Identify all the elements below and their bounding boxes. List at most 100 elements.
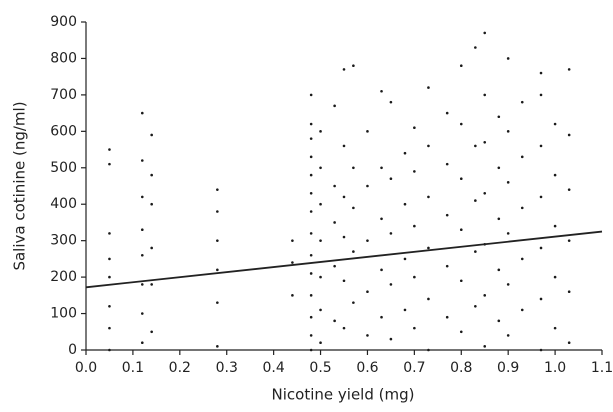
y-tick-label: 700 [50, 87, 77, 103]
point [459, 228, 463, 232]
point [427, 246, 430, 250]
point [140, 111, 144, 115]
point [352, 166, 355, 170]
point [553, 173, 557, 177]
point [506, 57, 510, 60]
point [427, 348, 430, 352]
point [108, 148, 111, 151]
point [342, 326, 346, 330]
point [445, 264, 449, 268]
point [352, 250, 355, 253]
point [539, 348, 543, 352]
point [567, 239, 571, 242]
point [497, 319, 501, 323]
point [520, 155, 524, 159]
point [389, 177, 393, 181]
y-tick-label: 500 [50, 160, 77, 176]
point [352, 206, 355, 210]
point [309, 93, 313, 97]
point [342, 68, 346, 71]
point [474, 199, 477, 202]
point [309, 272, 313, 275]
point [539, 71, 543, 75]
point [553, 122, 557, 126]
point [150, 283, 153, 286]
point [216, 301, 219, 304]
y-tick-label: 200 [50, 269, 77, 285]
point [216, 268, 219, 272]
point [309, 122, 313, 126]
point [520, 257, 524, 261]
point [319, 308, 322, 312]
x-tick-label: 0.6 [356, 360, 378, 376]
point [474, 144, 477, 148]
point [150, 133, 153, 137]
point [342, 235, 346, 239]
point [474, 250, 477, 253]
point [427, 297, 430, 301]
point [216, 188, 219, 191]
point [309, 173, 313, 177]
point [333, 319, 336, 323]
point [539, 93, 543, 97]
point [506, 283, 510, 286]
point [567, 133, 571, 137]
point [150, 202, 153, 206]
point [539, 246, 543, 250]
point [140, 283, 144, 286]
point [291, 261, 294, 264]
point [140, 159, 144, 162]
point [366, 290, 369, 293]
point [403, 308, 407, 312]
x-tick-label: 0.9 [497, 360, 519, 376]
point [108, 257, 111, 261]
point [108, 232, 111, 235]
point [319, 202, 322, 206]
point [319, 166, 322, 170]
y-tick-label: 100 [50, 306, 77, 322]
point [108, 162, 111, 166]
point [459, 177, 463, 181]
point [389, 232, 393, 235]
point [506, 130, 510, 133]
point [342, 279, 346, 283]
point [474, 304, 477, 308]
point [483, 294, 487, 297]
point [380, 166, 383, 170]
point [459, 330, 463, 334]
point [459, 122, 463, 126]
point [366, 130, 369, 133]
point [216, 210, 219, 213]
point [539, 144, 543, 148]
point [291, 239, 294, 242]
point [319, 341, 322, 345]
point [403, 202, 407, 206]
point [483, 31, 487, 35]
y-tick-label: 400 [50, 196, 77, 212]
point [140, 195, 144, 199]
point [309, 294, 313, 297]
x-tick-label: 0.2 [169, 360, 191, 376]
point [319, 275, 322, 279]
point [366, 184, 369, 188]
point [150, 246, 153, 250]
point [445, 315, 449, 319]
point [539, 195, 543, 199]
point [506, 232, 510, 235]
point [140, 253, 144, 257]
y-tick-label: 0 [68, 342, 77, 358]
point [309, 253, 313, 257]
point [413, 170, 416, 173]
point [445, 111, 449, 115]
point [150, 173, 153, 177]
y-tick-label: 300 [50, 233, 77, 249]
point [389, 283, 393, 286]
point [333, 221, 336, 224]
point [445, 213, 449, 217]
point [506, 181, 510, 184]
point [389, 337, 393, 341]
x-tick-label: 0.4 [263, 360, 285, 376]
point [140, 312, 144, 315]
point [108, 275, 111, 279]
point [342, 195, 346, 199]
